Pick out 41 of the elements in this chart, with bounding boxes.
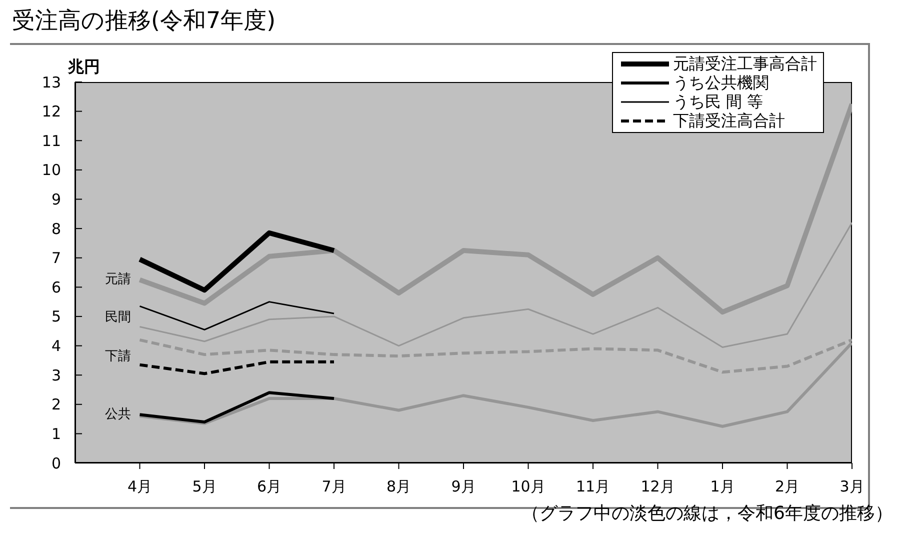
x-tick-label: 8月 xyxy=(386,478,412,496)
text: （グラフ中の淡色の線は，令和6年度の推移） xyxy=(522,503,893,524)
x-tick-label: 10月 xyxy=(511,478,546,496)
y-tick-label: 11 xyxy=(42,132,61,150)
x-tick-label: 9月 xyxy=(451,478,476,496)
legend-label: うち公共機関 xyxy=(673,73,769,92)
x-tick-label: 11月 xyxy=(576,478,610,496)
x-tick-label: 2月 xyxy=(774,478,800,496)
y-tick-label: 2 xyxy=(51,396,61,414)
chart-title: 受注高の推移(令和7年度) xyxy=(12,7,276,36)
line-series xyxy=(138,341,852,428)
annotation: 公共 xyxy=(104,406,131,424)
y-tick-label: 4 xyxy=(51,337,61,356)
legend-label: うち民 間 等 xyxy=(673,92,764,111)
y-tick-label: 10 xyxy=(42,161,61,180)
x-tick-label: 12月 xyxy=(640,478,675,496)
x-tick-label: 5月 xyxy=(192,478,217,496)
y-tick-label: 0 xyxy=(51,454,61,472)
legend-label: 下請受注高合計 xyxy=(673,111,785,130)
annotation: 元請 xyxy=(104,270,131,289)
x-tick-label: 7月 xyxy=(322,478,346,496)
y-tick-label: 6 xyxy=(51,278,61,296)
x-tick-label: 3月 xyxy=(840,478,864,496)
y-tick-label: 9 xyxy=(51,190,61,208)
x-tick-label: 4月 xyxy=(127,478,152,496)
x-tick-label: 6月 xyxy=(256,478,282,496)
y-tick-label: 8 xyxy=(51,220,61,238)
line-series xyxy=(138,391,336,424)
y-tick-label: 7 xyxy=(51,249,61,268)
annotation: 民間 xyxy=(105,309,131,327)
y-tick-label: 12 xyxy=(42,102,61,121)
y-tick-label: 3 xyxy=(51,366,61,384)
line-series xyxy=(139,301,335,330)
y-tick-label: 5 xyxy=(51,308,61,326)
x-tick-label: 1月 xyxy=(710,478,735,496)
legend-label: 元請受注工事高合計 xyxy=(673,54,817,73)
y-axis-title: 兆円 xyxy=(68,57,100,78)
y-tick-label: 1 xyxy=(51,424,61,443)
annotation: 下請 xyxy=(105,348,131,366)
y-tick-label: 13 xyxy=(42,73,61,92)
line-series xyxy=(139,222,852,348)
